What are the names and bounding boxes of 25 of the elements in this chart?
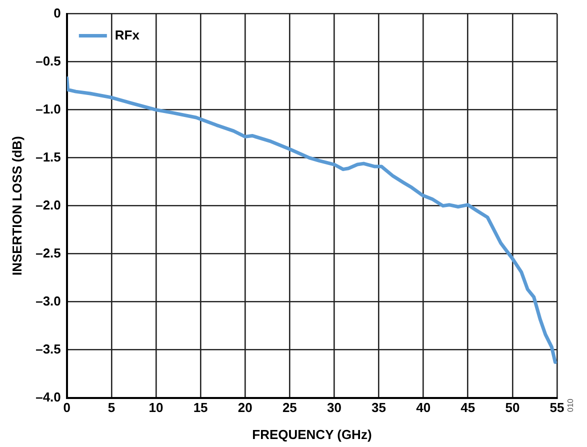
- x-tick-label: 50: [505, 400, 520, 416]
- y-tick-label: –2.0: [36, 197, 61, 212]
- x-tick-label: 45: [460, 400, 476, 416]
- legend-label: RFx: [114, 27, 140, 42]
- x-tick-label: 35: [372, 400, 386, 416]
- x-tick-label: 0: [63, 400, 71, 416]
- y-tick-label: –1.0: [36, 101, 61, 116]
- x-tick-label: 10: [148, 400, 164, 416]
- y-tick-label: 0: [54, 5, 61, 20]
- x-tick-label: 25: [282, 400, 297, 416]
- x-tick-label: 5: [108, 400, 116, 416]
- x-tick-label: 40: [416, 400, 431, 416]
- y-tick-label: –3.0: [36, 293, 61, 308]
- x-tick-label: 55: [550, 400, 564, 416]
- y-tick-label: –3.5: [36, 341, 61, 356]
- text: 010: [566, 398, 575, 412]
- x-tick-label: 30: [326, 400, 342, 416]
- y-tick-label: –2.5: [36, 245, 61, 260]
- x-axis-title: FREQUENCY (GHz): [252, 426, 372, 442]
- x-tick-label: 20: [238, 400, 252, 416]
- y-tick-label: –1.5: [36, 149, 61, 164]
- y-tick-label: –4.0: [36, 389, 61, 404]
- y-axis-title: INSERTION LOSS (dB): [9, 136, 24, 276]
- y-tick-label: –0.5: [36, 53, 61, 68]
- x-tick-label: 15: [193, 400, 208, 416]
